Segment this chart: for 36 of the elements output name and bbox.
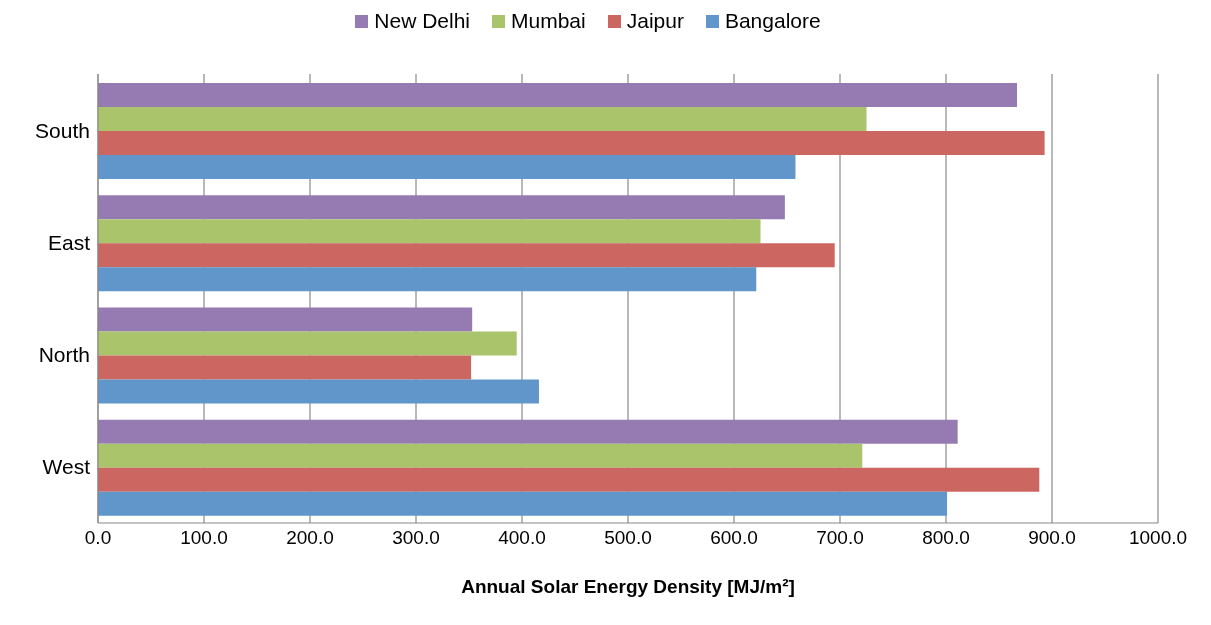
- bar: [98, 491, 948, 516]
- bar: [98, 219, 761, 244]
- bar: [98, 419, 958, 444]
- y-tick-label: North: [38, 343, 90, 367]
- x-tick-label: 800.0: [922, 527, 970, 549]
- x-tick-label: 200.0: [286, 527, 334, 549]
- bar: [98, 154, 796, 179]
- bar: [98, 130, 1045, 155]
- x-tick-label: 900.0: [1028, 527, 1076, 549]
- y-tick-label: West: [42, 455, 91, 479]
- x-tick-label: 400.0: [498, 527, 546, 549]
- bar: [98, 467, 1040, 492]
- y-tick-label: East: [47, 230, 91, 254]
- bar: [98, 331, 517, 356]
- x-tick-label: 500.0: [604, 527, 652, 549]
- bar: [98, 106, 867, 131]
- y-tick-label: South: [35, 118, 90, 142]
- legend-label: New Delhi: [374, 8, 471, 34]
- x-axis-title: Annual Solar Energy Density [MJ/m²]: [461, 576, 795, 597]
- legend-label: Mumbai: [511, 8, 586, 34]
- x-tick-label: 0.0: [84, 527, 112, 549]
- legend-label: Jaipur: [626, 8, 684, 34]
- bar: [98, 307, 473, 332]
- bar: [98, 355, 472, 380]
- x-tick-label: 1000.0: [1128, 527, 1188, 549]
- bar: [98, 82, 1018, 107]
- legend-label: Bangalore: [724, 8, 821, 34]
- x-tick-label: 700.0: [816, 527, 864, 549]
- x-tick-label: 300.0: [392, 527, 440, 549]
- bar: [98, 243, 835, 268]
- x-tick-label: 100.0: [180, 527, 228, 549]
- bar: [98, 443, 863, 468]
- x-tick-label: 600.0: [710, 527, 758, 549]
- bar: [98, 379, 539, 404]
- bar: [98, 195, 785, 220]
- bar: [98, 267, 757, 292]
